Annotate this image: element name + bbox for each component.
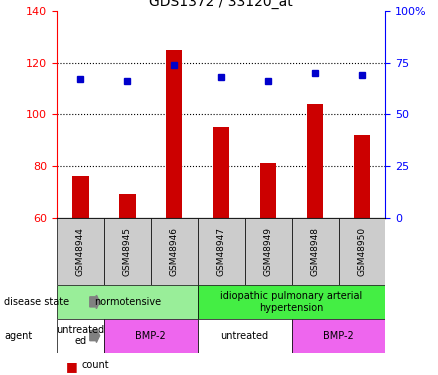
FancyBboxPatch shape	[292, 319, 385, 352]
Title: GDS1372 / 33120_at: GDS1372 / 33120_at	[149, 0, 293, 9]
Text: disease state: disease state	[4, 297, 70, 307]
Bar	[72, 176, 88, 218]
FancyBboxPatch shape	[245, 217, 292, 285]
FancyBboxPatch shape	[339, 217, 385, 285]
Text: GSM48944: GSM48944	[76, 227, 85, 276]
Text: idiopathic pulmonary arterial
hypertension: idiopathic pulmonary arterial hypertensi…	[220, 291, 363, 313]
Text: GSM48948: GSM48948	[311, 227, 320, 276]
Text: agent: agent	[4, 331, 32, 340]
FancyBboxPatch shape	[57, 285, 198, 319]
FancyBboxPatch shape	[198, 285, 385, 319]
FancyBboxPatch shape	[104, 319, 198, 352]
Text: GSM48946: GSM48946	[170, 227, 179, 276]
Bar	[260, 164, 276, 218]
FancyBboxPatch shape	[198, 217, 245, 285]
FancyArrow shape	[90, 329, 100, 342]
Text: GSM48947: GSM48947	[217, 227, 226, 276]
Bar	[119, 194, 135, 217]
Bar	[307, 104, 323, 218]
FancyBboxPatch shape	[292, 217, 339, 285]
Text: untreated: untreated	[221, 331, 269, 340]
FancyBboxPatch shape	[151, 217, 198, 285]
Text: GSM48949: GSM48949	[264, 227, 272, 276]
Text: ■: ■	[66, 360, 78, 373]
Text: GSM48950: GSM48950	[357, 226, 367, 276]
Text: count: count	[81, 360, 109, 370]
Text: untreated
ed: untreated ed	[57, 325, 105, 346]
Text: GSM48945: GSM48945	[123, 227, 132, 276]
Bar	[354, 135, 370, 218]
Bar	[213, 127, 230, 218]
FancyBboxPatch shape	[104, 217, 151, 285]
Text: BMP-2: BMP-2	[323, 331, 354, 340]
FancyBboxPatch shape	[57, 319, 104, 352]
FancyBboxPatch shape	[57, 217, 104, 285]
FancyArrow shape	[90, 295, 100, 309]
FancyBboxPatch shape	[198, 319, 292, 352]
Text: BMP-2: BMP-2	[135, 331, 166, 340]
Text: normotensive: normotensive	[94, 297, 161, 307]
Bar	[166, 50, 183, 217]
